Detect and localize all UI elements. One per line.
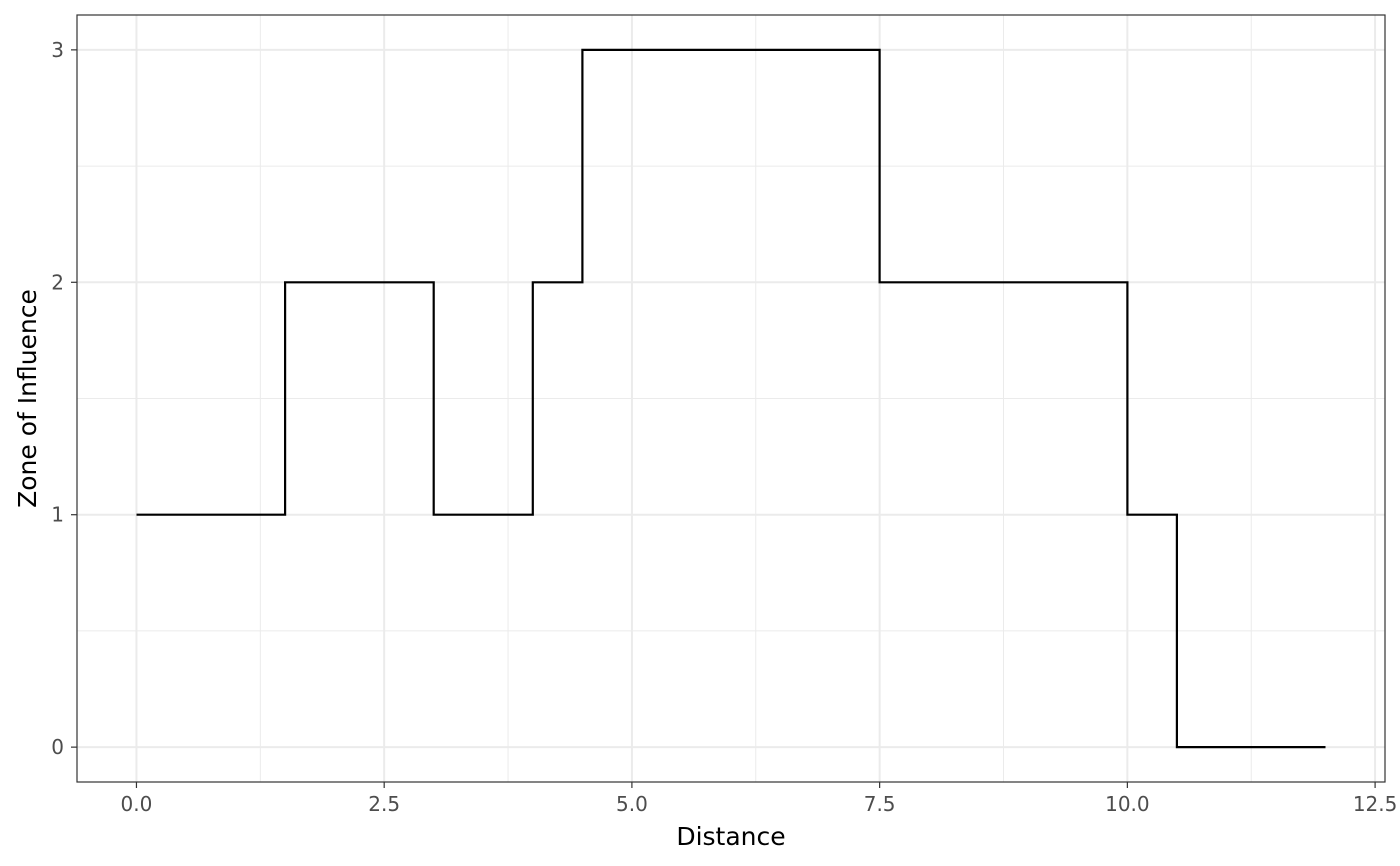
- x-tick-label: 5.0: [616, 792, 648, 816]
- panel-border: [76, 14, 1386, 783]
- series-line: [136, 48, 1326, 749]
- x-axis-ticks: 0.0 2.5 5.0 7.5 10.0 12.5: [121, 782, 1398, 816]
- y-axis-ticks: 0 1 2 3: [51, 38, 77, 759]
- x-axis-title: Distance: [676, 822, 785, 851]
- x-tick-label: 2.5: [368, 792, 400, 816]
- x-tick-label: 10.0: [1105, 792, 1150, 816]
- y-tick-label: 2: [51, 270, 64, 294]
- minor-gridlines: [77, 15, 1385, 782]
- x-tick-label: 12.5: [1353, 792, 1398, 816]
- y-tick-label: 3: [51, 38, 64, 62]
- y-tick-label: 0: [51, 735, 64, 759]
- x-tick-label: 0.0: [121, 792, 153, 816]
- y-axis-title: Zone of Influence: [13, 289, 42, 508]
- series-layer: [136, 48, 1326, 749]
- y-tick-label: 1: [51, 503, 64, 527]
- x-tick-label: 7.5: [864, 792, 896, 816]
